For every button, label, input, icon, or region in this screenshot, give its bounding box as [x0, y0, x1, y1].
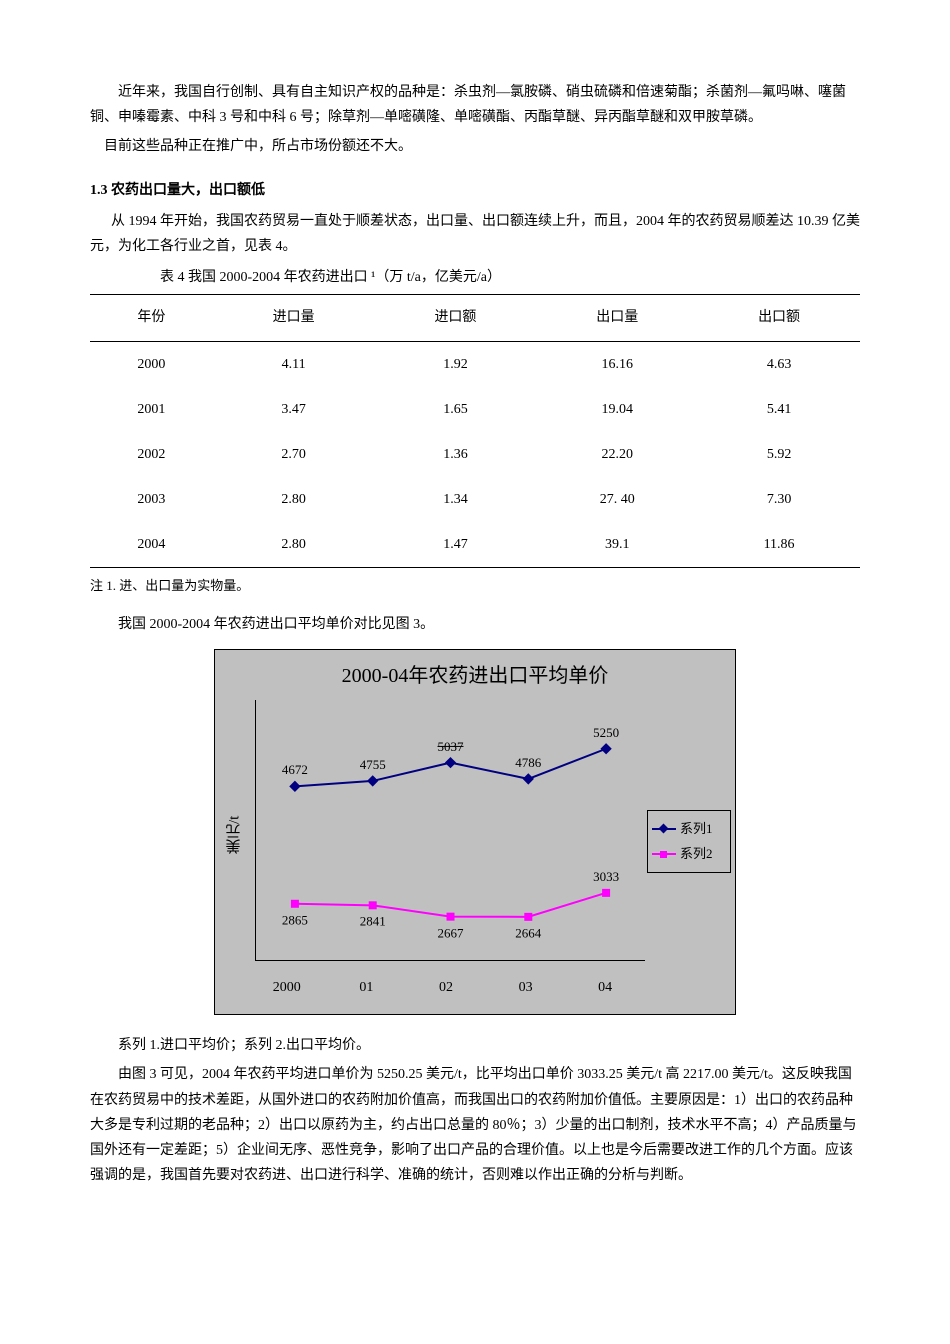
table4-header-row: 年份 进口量 进口额 出口量 出口额: [90, 295, 860, 341]
table-cell: 1.36: [375, 432, 537, 477]
section-body: 从 1994 年开始，我国农药贸易一直处于顺差状态，出口量、出口额连续上升，而且…: [90, 209, 860, 259]
xaxis-tick: 03: [486, 975, 566, 1000]
chart-xaxis: 200001020304: [247, 969, 645, 1014]
data-label: 4755: [360, 753, 386, 776]
data-label: 2841: [360, 910, 386, 933]
data-label: 3033: [593, 865, 619, 888]
section-heading: 1.3 农药出口量大，出口额低: [90, 178, 860, 203]
legend-row-1: 系列1: [652, 817, 726, 840]
table-cell: 2.70: [213, 432, 375, 477]
legend-label-1: 系列1: [680, 817, 713, 840]
legend-label-2: 系列2: [680, 842, 713, 865]
chart-title: 2000-04年农药进出口平均单价: [215, 650, 735, 700]
table-cell: 7.30: [698, 477, 860, 522]
table4-col-1: 进口量: [213, 295, 375, 341]
intro-paragraph-2: 目前这些品种正在推广中，所占市场份额还不大。: [90, 134, 860, 159]
table4-caption: 表 4 我国 2000-2004 年农药进出口 ¹（万 t/a，亿美元/a）: [90, 265, 860, 290]
table-cell: 1.47: [375, 522, 537, 568]
table-cell: 2003: [90, 477, 213, 522]
table-cell: 2001: [90, 387, 213, 432]
table-cell: 2002: [90, 432, 213, 477]
chart-plot-area: 系列1 系列2 46724755503747865250286528412667…: [255, 700, 645, 961]
legend-line-1: [652, 828, 676, 830]
data-label: 2667: [438, 921, 464, 944]
table-cell: 11.86: [698, 522, 860, 568]
table-cell: 3.47: [213, 387, 375, 432]
table-cell: 16.16: [536, 341, 698, 387]
table-cell: 22.20: [536, 432, 698, 477]
table-cell: 5.41: [698, 387, 860, 432]
table4-col-4: 出口额: [698, 295, 860, 341]
chart-figure: 2000-04年农药进出口平均单价 美元/t 系列1 系列2 4672 4755 5…: [214, 649, 736, 1015]
xaxis-tick: 04: [565, 975, 645, 1000]
table-cell: 2004: [90, 522, 213, 568]
table-cell: 27. 40: [536, 477, 698, 522]
table-cell: 2.80: [213, 477, 375, 522]
table-row: 20004.111.9216.164.63: [90, 341, 860, 387]
table-row: 20032.801.3427. 407.30: [90, 477, 860, 522]
conclusion-paragraph: 由图 3 可见，2004 年农药平均进口单价为 5250.25 美元/t，比平均…: [90, 1062, 860, 1188]
legend-marker-2: [660, 851, 667, 858]
table-row: 20042.801.4739.111.86: [90, 522, 860, 568]
table-row: 20013.471.6519.045.41: [90, 387, 860, 432]
xaxis-tick: 02: [406, 975, 486, 1000]
intro-paragraph-1: 近年来，我国自行创制、具有自主知识产权的品种是：杀虫剂—氯胺磷、硝虫硫磷和倍速菊…: [90, 80, 860, 130]
chart-intro: 我国 2000-2004 年农药进出口平均单价对比见图 3。: [90, 612, 860, 637]
table-cell: 1.34: [375, 477, 537, 522]
table-cell: 2.80: [213, 522, 375, 568]
legend-line-2: [652, 853, 676, 855]
data-label: 4786: [515, 751, 541, 774]
data-label: 4672: [282, 758, 308, 781]
table4-col-3: 出口量: [536, 295, 698, 341]
table-cell: 5.92: [698, 432, 860, 477]
table-cell: 2000: [90, 341, 213, 387]
table4: 年份 进口量 进口额 出口量 出口额 20004.111.9216.164.63…: [90, 294, 860, 568]
chart-ylabel: 美元/t: [215, 700, 255, 969]
table-cell: 19.04: [536, 387, 698, 432]
chart-legend: 系列1 系列2: [647, 810, 731, 873]
data-label: 2664: [515, 922, 541, 945]
table-row: 20022.701.3622.205.92: [90, 432, 860, 477]
table-cell: 1.92: [375, 341, 537, 387]
data-label: 5037: [438, 735, 464, 758]
data-label: 2865: [282, 908, 308, 931]
table-cell: 4.63: [698, 341, 860, 387]
legend-row-2: 系列2: [652, 842, 726, 865]
legend-marker-1: [659, 824, 669, 834]
table4-col-2: 进口额: [375, 295, 537, 341]
table4-col-0: 年份: [90, 295, 213, 341]
data-label: 5250: [593, 721, 619, 744]
table-cell: 4.11: [213, 341, 375, 387]
table4-footnote: 注 1. 进、出口量为实物量。: [90, 574, 860, 597]
table-cell: 39.1: [536, 522, 698, 568]
chart-caption: 系列 1.进口平均价；系列 2.出口平均价。: [90, 1033, 860, 1058]
xaxis-tick: 01: [327, 975, 407, 1000]
xaxis-tick: 2000: [247, 975, 327, 1000]
table-cell: 1.65: [375, 387, 537, 432]
